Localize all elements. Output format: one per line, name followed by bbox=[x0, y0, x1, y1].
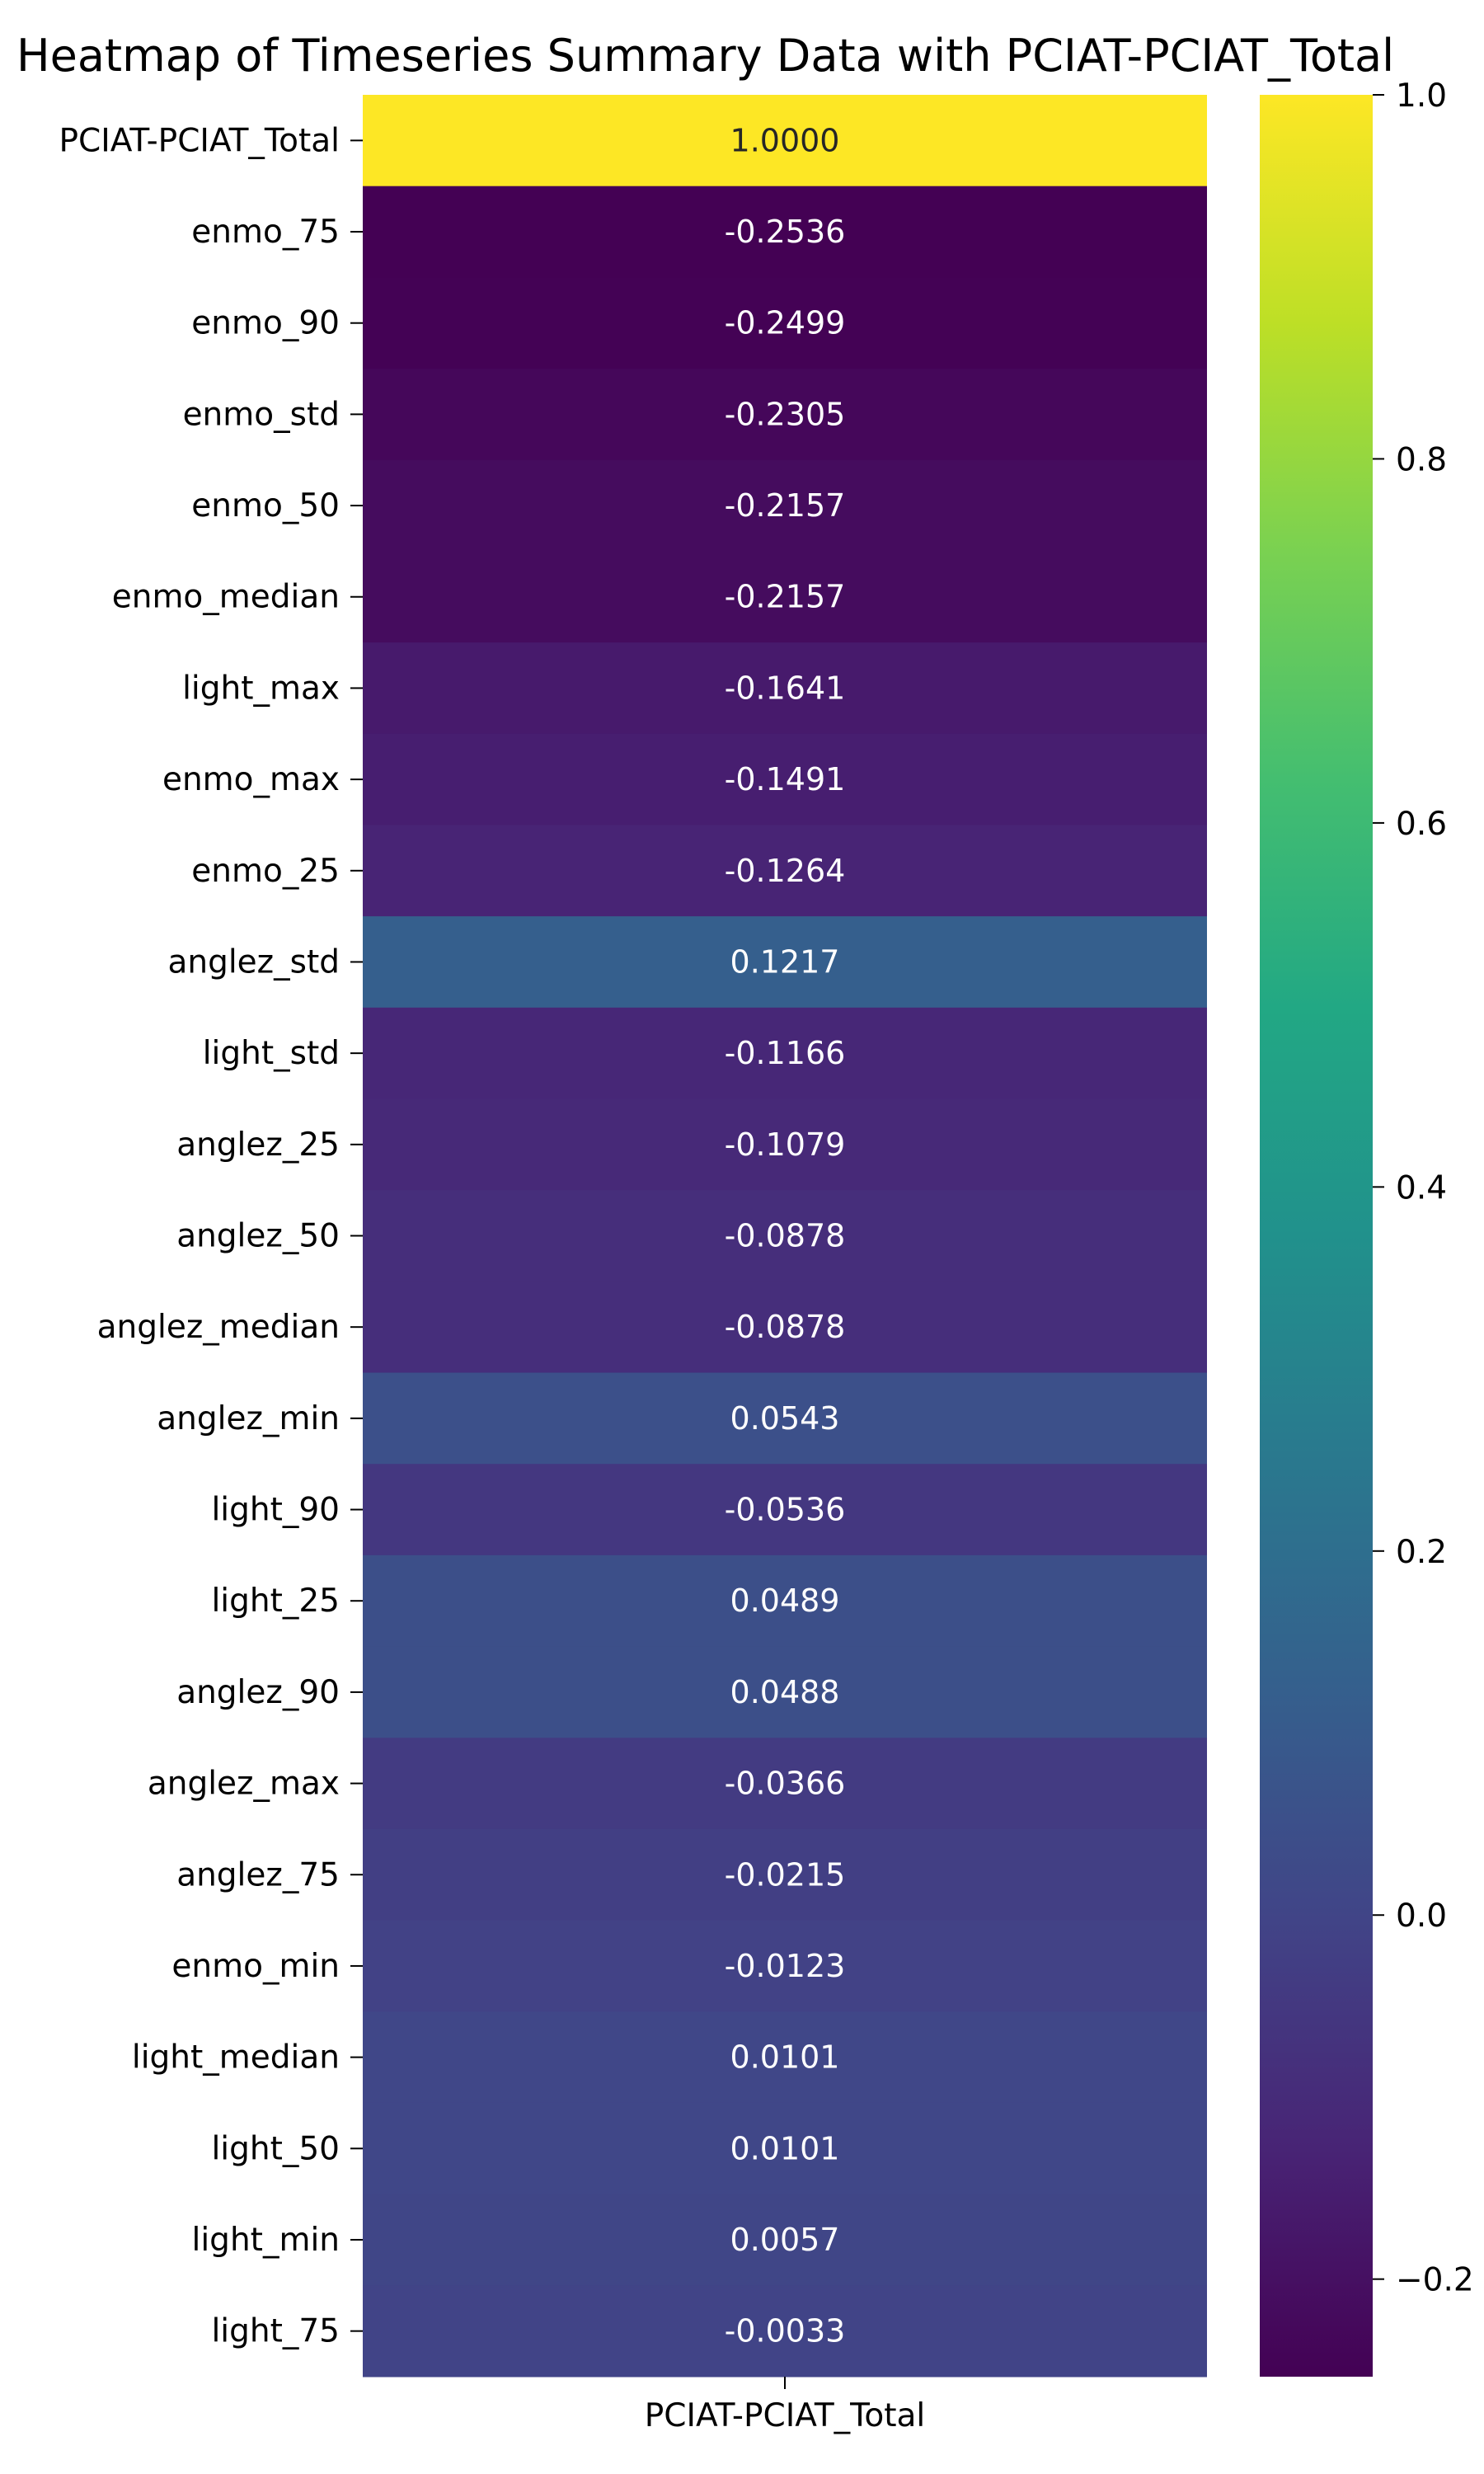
heatmap-cell bbox=[363, 551, 1207, 643]
row-label: light_median bbox=[132, 2039, 340, 2077]
heatmap-cell bbox=[363, 2102, 1207, 2195]
chart-title: Heatmap of Timeseries Summary Data with … bbox=[16, 30, 1394, 82]
heatmap-cell bbox=[363, 186, 1207, 278]
cell-value-label: 0.0101 bbox=[730, 2130, 840, 2166]
cell-value-label: -0.2305 bbox=[725, 396, 846, 432]
row-label: anglez_75 bbox=[176, 1856, 340, 1893]
heatmap-cell bbox=[363, 1738, 1207, 1830]
row-label: light_std bbox=[203, 1035, 340, 1072]
colorbar: −0.2 0.0 0.2 0.4 0.6 0.8 1.0 bbox=[1260, 78, 1474, 2377]
cell-value-label: 0.0057 bbox=[730, 2222, 840, 2258]
cell-value-label: 0.0101 bbox=[730, 2039, 840, 2076]
cell-value-label: -0.1166 bbox=[725, 1035, 846, 1071]
colorbar-tick-label: 0.8 bbox=[1396, 441, 1447, 478]
row-label: anglez_std bbox=[167, 943, 340, 981]
cell-value-label: 0.0543 bbox=[730, 1400, 840, 1437]
row-label: light_90 bbox=[211, 1492, 340, 1529]
column-label: PCIAT-PCIAT_Total bbox=[645, 2397, 926, 2434]
heatmap-cells: 1.0000 -0.2536 -0.2499 -0.2305 -0.2157 -0.215… bbox=[363, 95, 1207, 2378]
heatmap-cell bbox=[363, 2011, 1207, 2104]
heatmap-cell bbox=[363, 1098, 1207, 1191]
row-label: enmo_50 bbox=[191, 487, 340, 524]
cell-value-label: 0.0488 bbox=[730, 1674, 840, 1710]
cell-value-label: -0.0033 bbox=[725, 2313, 846, 2349]
cell-value-label: -0.1079 bbox=[725, 1126, 846, 1163]
row-label: anglez_25 bbox=[176, 1126, 340, 1164]
cell-value-label: 1.0000 bbox=[730, 122, 840, 158]
column-labels: PCIAT-PCIAT_Total bbox=[645, 2377, 926, 2434]
heatmap-cell bbox=[363, 1372, 1207, 1465]
row-label: enmo_25 bbox=[191, 853, 340, 890]
heatmap-cell bbox=[363, 1281, 1207, 1374]
heatmap-cell bbox=[363, 1007, 1207, 1099]
row-label: anglez_90 bbox=[176, 1674, 340, 1711]
heatmap-cell bbox=[363, 1554, 1207, 1648]
heatmap-cell bbox=[363, 1920, 1207, 2012]
colorbar-tick-label: 1.0 bbox=[1396, 78, 1447, 115]
heatmap-cell bbox=[363, 369, 1207, 461]
heatmap-cell bbox=[363, 459, 1207, 552]
colorbar-tick-label: −0.2 bbox=[1396, 2262, 1474, 2299]
heatmap-cell bbox=[363, 1190, 1207, 1282]
cell-value-label: -0.2499 bbox=[725, 305, 846, 341]
row-label: enmo_max bbox=[162, 761, 340, 798]
row-label: anglez_50 bbox=[176, 1218, 340, 1255]
colorbar-tick-label: 0.0 bbox=[1396, 1898, 1447, 1935]
heatmap-cell bbox=[363, 642, 1207, 735]
row-label: light_75 bbox=[211, 2313, 340, 2350]
heatmap-cell bbox=[363, 95, 1207, 187]
row-label: enmo_90 bbox=[191, 305, 340, 342]
heatmap-cell bbox=[363, 1828, 1207, 1921]
row-label: anglez_median bbox=[97, 1309, 340, 1346]
cell-value-label: -0.2157 bbox=[725, 487, 846, 524]
row-label: anglez_max bbox=[148, 1766, 340, 1803]
colorbar-tick-label: 0.6 bbox=[1396, 806, 1447, 843]
row-label: light_max bbox=[182, 670, 340, 707]
heatmap-cell bbox=[363, 1646, 1207, 1738]
cell-value-label: -0.1641 bbox=[725, 670, 846, 706]
cell-value-label: 0.1217 bbox=[730, 943, 840, 980]
row-label: PCIAT-PCIAT_Total bbox=[59, 122, 340, 159]
row-label: enmo_75 bbox=[191, 214, 340, 251]
heatmap-cell bbox=[363, 1464, 1207, 1556]
heatmap-cell bbox=[363, 2285, 1207, 2378]
cell-value-label: -0.2157 bbox=[725, 579, 846, 615]
row-label: anglez_min bbox=[157, 1400, 340, 1437]
heatmap-cell bbox=[363, 733, 1207, 825]
colorbar-gradient bbox=[1260, 95, 1373, 2377]
cell-value-label: -0.1264 bbox=[725, 853, 846, 889]
cell-value-label: -0.0366 bbox=[725, 1766, 846, 1802]
row-label: light_50 bbox=[211, 2130, 340, 2167]
cell-value-label: -0.0215 bbox=[725, 1856, 846, 1893]
row-label: light_25 bbox=[211, 1583, 340, 1620]
row-labels: PCIAT-PCIAT_Total enmo_75 enmo_90 enmo_stde… bbox=[59, 122, 363, 2350]
row-label: enmo_std bbox=[183, 396, 340, 433]
row-label: enmo_min bbox=[171, 1948, 340, 1985]
row-label: enmo_median bbox=[112, 579, 340, 616]
cell-value-label: -0.1491 bbox=[725, 761, 846, 797]
heatmap-cell bbox=[363, 916, 1207, 1009]
heatmap-cell bbox=[363, 825, 1207, 917]
cell-value-label: -0.0536 bbox=[725, 1492, 846, 1528]
heatmap-cell bbox=[363, 2194, 1207, 2286]
row-label: light_min bbox=[192, 2222, 340, 2259]
colorbar-tick-label: 0.2 bbox=[1396, 1534, 1447, 1571]
cell-value-label: -0.0123 bbox=[725, 1948, 846, 1984]
cell-value-label: 0.0489 bbox=[730, 1583, 840, 1619]
colorbar-tick-label: 0.4 bbox=[1396, 1169, 1447, 1206]
heatmap-cell bbox=[363, 277, 1207, 369]
cell-value-label: -0.0878 bbox=[725, 1309, 846, 1345]
cell-value-label: -0.2536 bbox=[725, 214, 846, 250]
cell-value-label: -0.0878 bbox=[725, 1218, 846, 1254]
